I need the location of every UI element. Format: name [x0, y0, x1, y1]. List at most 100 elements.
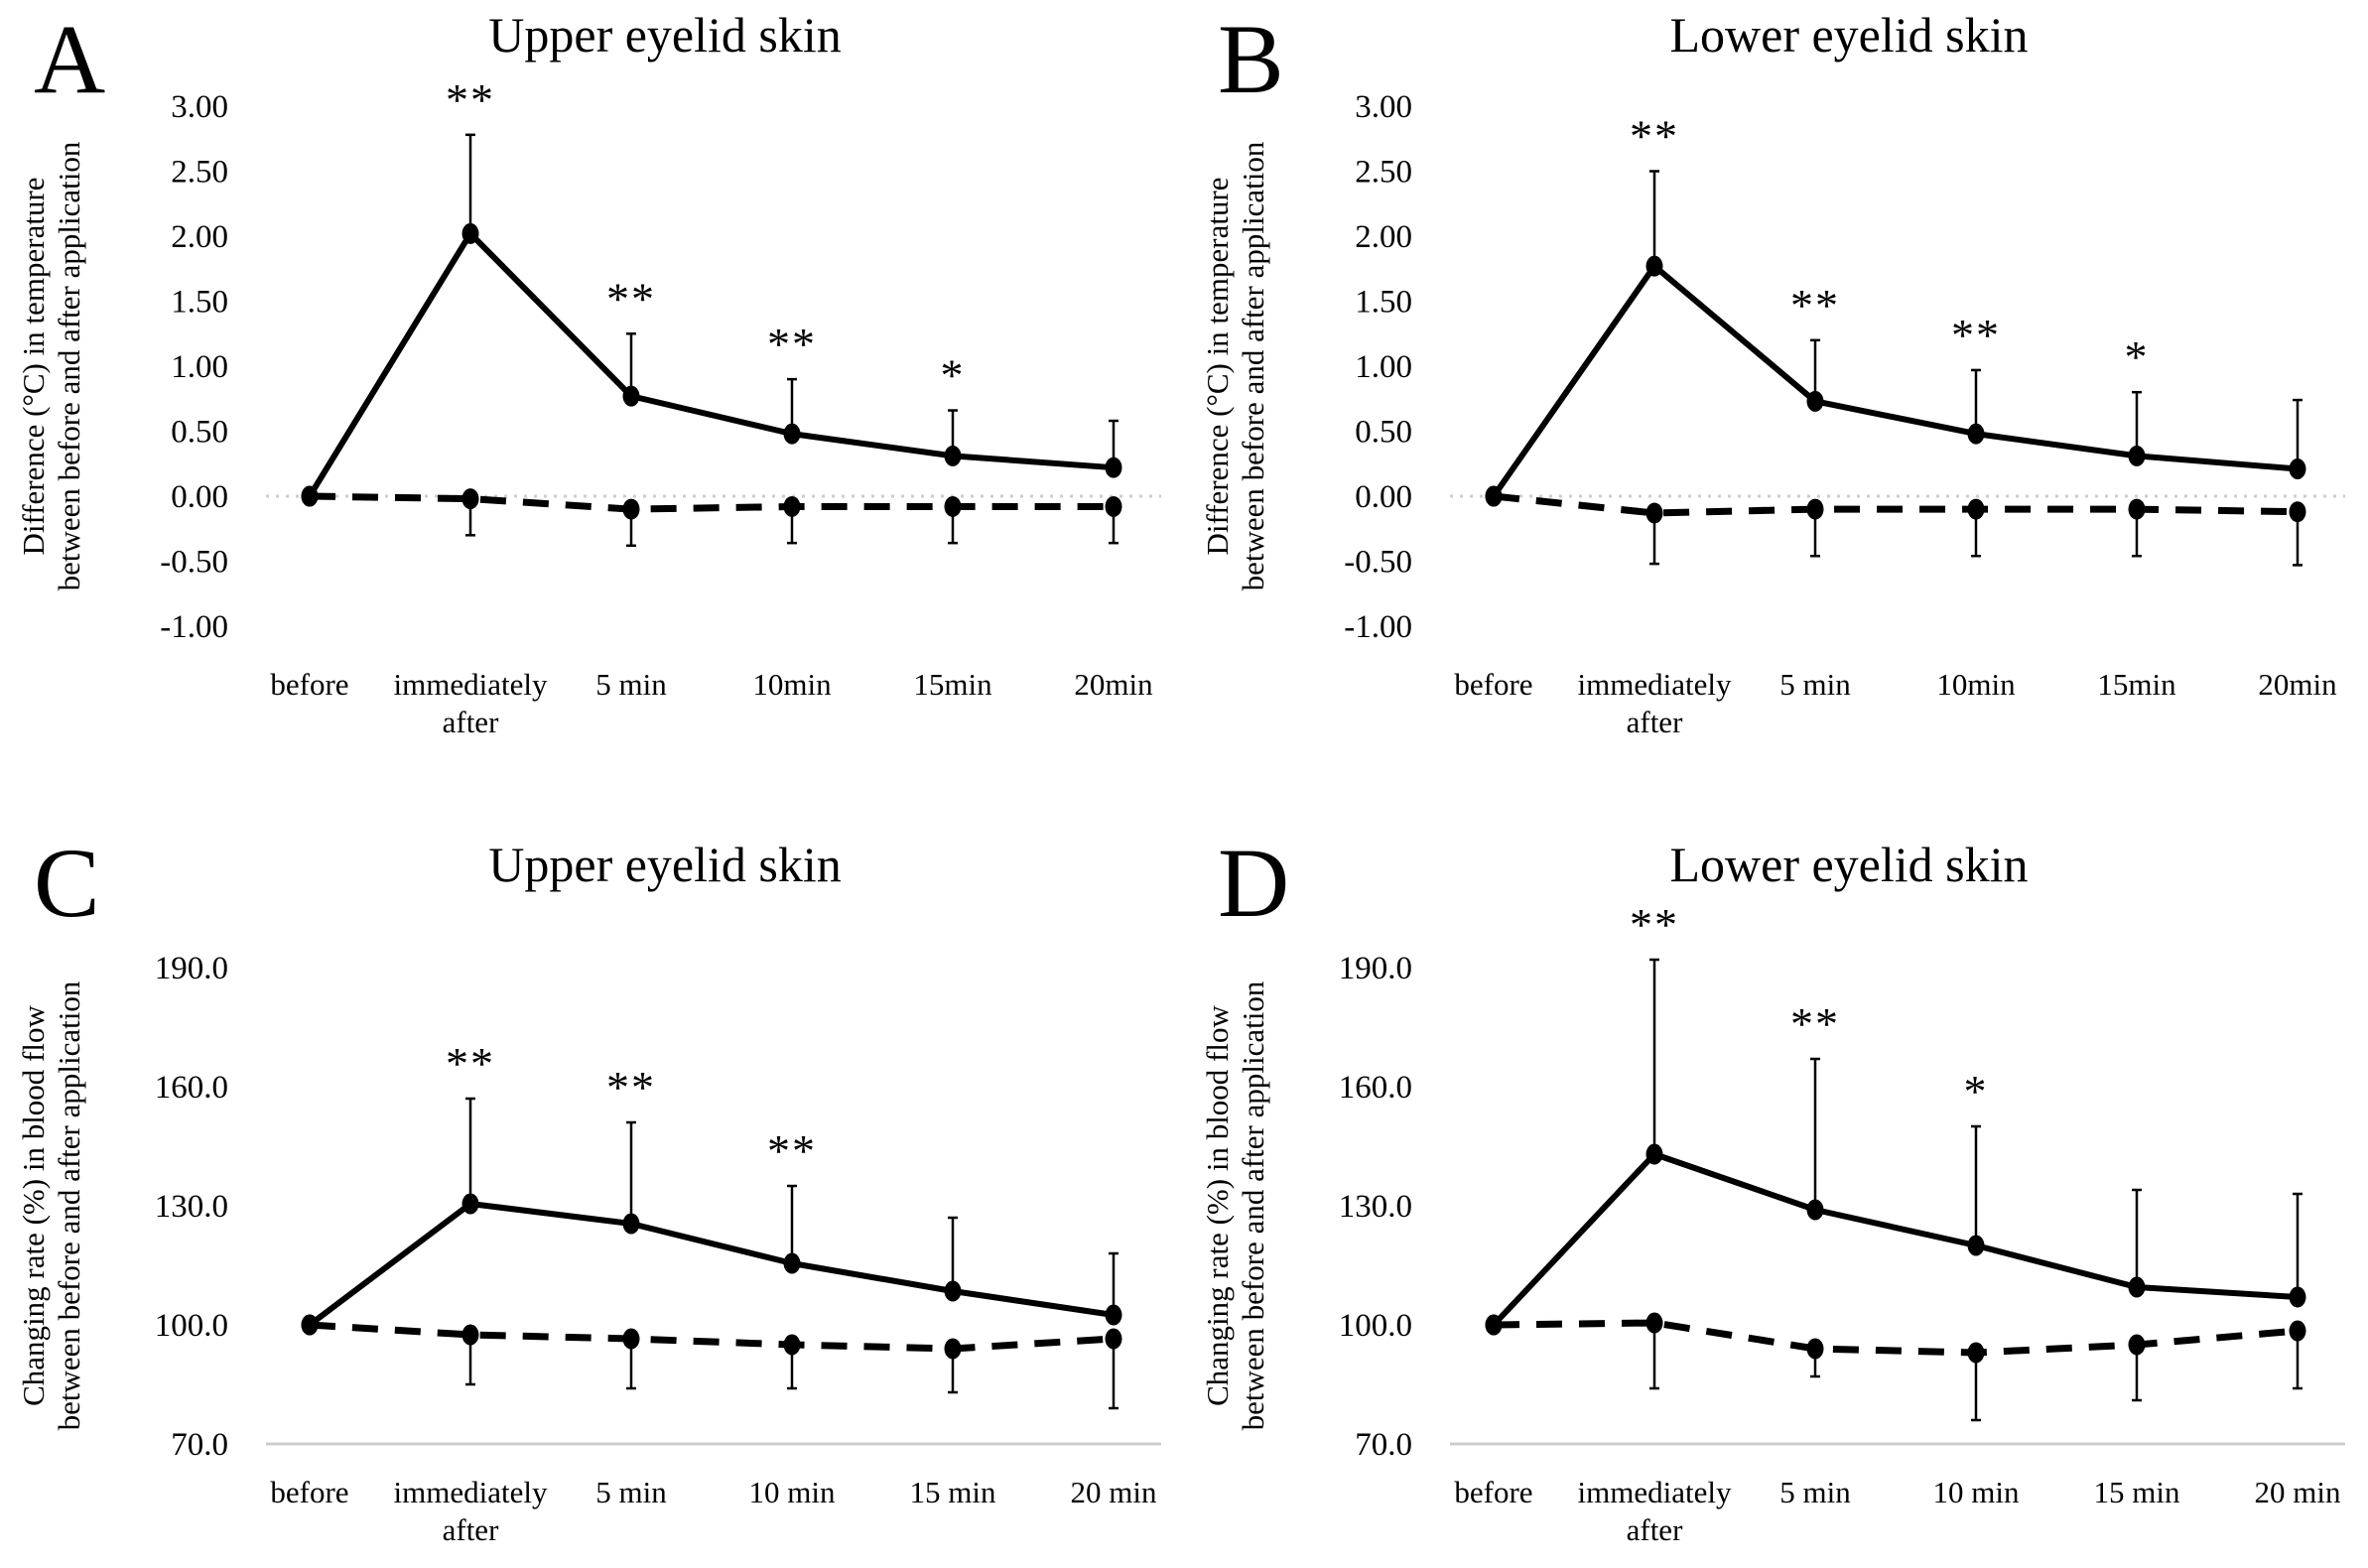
- panel-b-letter: B: [1218, 4, 1284, 114]
- significance-marker: *: [1964, 1066, 1989, 1116]
- y-tick-label: 160.0: [155, 1070, 228, 1106]
- data-point-marker: [1967, 1342, 1985, 1364]
- panel-a: A Upper eyelid skin 3.00 2.50 2.00 1.50 1.00…: [0, 0, 1184, 784]
- panel-d-letter: D: [1218, 828, 1290, 938]
- data-point-marker: [1967, 1235, 1985, 1256]
- y-axis-label-line: Changing rate (%) in blood flow: [16, 1005, 51, 1406]
- solid-series-line: [307, 230, 1115, 498]
- data-point-marker: [622, 1213, 640, 1235]
- x-tick-label: 15min: [2097, 667, 2176, 702]
- y-tick-label: 0.00: [1355, 479, 1412, 515]
- x-tick-label: 5 min: [1779, 1475, 1851, 1509]
- dashed-series-line: [309, 1321, 1115, 1353]
- significance-marker: **: [1630, 111, 1679, 162]
- x-tick-label: 15min: [913, 667, 992, 702]
- data-point-marker: [1105, 495, 1122, 517]
- panel-c-letter: C: [34, 828, 100, 938]
- significance-marker: *: [2125, 331, 2150, 382]
- x-tick-label: 10min: [1936, 667, 2016, 702]
- x-tick-label: before: [270, 1475, 348, 1509]
- data-point-marker: [1105, 1328, 1122, 1350]
- significance-marker: **: [446, 74, 495, 125]
- y-tick-label: -0.50: [160, 545, 228, 581]
- y-tick-label: 160.0: [1339, 1070, 1412, 1106]
- x-tick-label: 5 min: [1779, 667, 1851, 702]
- x-tick-label: immediately: [394, 667, 548, 702]
- x-tick-label: 5 min: [595, 1475, 667, 1509]
- x-tick-label: 20 min: [1071, 1475, 1157, 1509]
- data-point-marker: [1806, 1338, 1824, 1360]
- panel-a-title: Upper eyelid skin: [488, 7, 842, 63]
- panel-c-chart: 190.0 160.0 130.0 100.0 70.0 Changing rate (%…: [16, 951, 1161, 1547]
- data-point-marker: [1645, 255, 1663, 277]
- panel-a-chart: 3.00 2.50 2.00 1.50 1.00 0.50 0.00 -0.50 -1.00 Di…: [16, 74, 1161, 739]
- significance-marker: **: [606, 1062, 656, 1112]
- y-tick-label: 70.0: [171, 1427, 228, 1463]
- x-tick-label: after: [1627, 705, 1683, 739]
- data-point-marker: [2289, 1320, 2306, 1342]
- significance-marker: **: [606, 273, 656, 324]
- y-tick-label: 0.50: [171, 415, 228, 451]
- x-tick-label: 10 min: [749, 1475, 836, 1509]
- data-point-marker: [1105, 1304, 1122, 1326]
- data-point-marker: [2289, 1286, 2306, 1308]
- panel-b-chart: 3.00 2.50 2.00 1.50 1.00 0.50 0.00 -0.50 -1.00 Di…: [1200, 89, 2345, 739]
- y-tick-label: 2.00: [171, 219, 228, 255]
- x-tick-label: immediately: [1578, 667, 1732, 702]
- significance-marker: **: [1790, 280, 1840, 330]
- x-tick-label: 20 min: [2255, 1475, 2341, 1509]
- significance-marker: **: [767, 319, 817, 369]
- data-point-marker: [1105, 457, 1122, 478]
- y-tick-label: 130.0: [1339, 1189, 1412, 1225]
- x-tick-label: after: [443, 705, 499, 739]
- panel-d: D Lower eyelid skin 190.0 160.0 130.0 100.0…: [1184, 784, 2368, 1568]
- data-point-marker: [301, 1314, 319, 1336]
- data-point-marker: [944, 495, 962, 517]
- significance-marker: **: [767, 1125, 817, 1176]
- data-point-marker: [2289, 457, 2306, 479]
- y-axis-label-line: Difference (°C) in temperature: [1200, 177, 1235, 555]
- x-tick-label: 20min: [1074, 667, 1153, 702]
- data-point-marker: [944, 1338, 962, 1360]
- dashed-series-line: [1493, 492, 2299, 517]
- y-tick-label: 1.00: [171, 349, 228, 385]
- data-point-marker: [2289, 501, 2306, 523]
- y-tick-label: 3.00: [1355, 89, 1412, 125]
- solid-series-line: [1491, 263, 2299, 498]
- y-tick-label: 190.0: [1339, 951, 1412, 986]
- data-point-marker: [1645, 1312, 1663, 1334]
- data-point-marker: [783, 495, 801, 517]
- panel-b-title: Lower eyelid skin: [1669, 7, 2029, 63]
- x-tick-label: immediately: [1578, 1475, 1732, 1509]
- data-point-marker: [622, 1328, 640, 1350]
- y-axis-label-line: between before and after application: [1236, 141, 1270, 590]
- panel-d-title: Lower eyelid skin: [1669, 837, 2029, 892]
- dashed-series-line: [1493, 1319, 2299, 1357]
- data-point-marker: [461, 222, 479, 244]
- significance-marker: *: [941, 350, 966, 401]
- y-axis-label-line: between before and after application: [52, 980, 86, 1430]
- x-tick-label: after: [443, 1512, 499, 1547]
- data-point-marker: [1485, 485, 1503, 507]
- panel-b: B Lower eyelid skin 3.00 2.50 2.00 1.50 1.00…: [1184, 0, 2368, 784]
- y-tick-label: 1.50: [1355, 285, 1412, 321]
- data-point-marker: [622, 385, 640, 407]
- x-tick-label: before: [270, 667, 348, 702]
- x-tick-label: before: [1454, 667, 1532, 702]
- y-tick-label: 1.00: [1355, 349, 1412, 385]
- data-point-marker: [944, 445, 962, 466]
- data-point-marker: [1806, 390, 1824, 412]
- y-tick-label: 190.0: [155, 951, 228, 986]
- data-point-marker: [2128, 1334, 2146, 1356]
- y-tick-label: 0.00: [171, 479, 228, 515]
- significance-marker: **: [1951, 310, 2001, 360]
- y-tick-label: -1.00: [1344, 609, 1412, 645]
- data-point-marker: [461, 488, 479, 510]
- data-point-marker: [783, 1252, 801, 1274]
- y-tick-label: 1.50: [171, 285, 228, 321]
- y-tick-label: 70.0: [1355, 1427, 1412, 1463]
- data-point-marker: [783, 423, 801, 445]
- x-tick-label: 10 min: [1933, 1475, 2020, 1509]
- panel-c: C Upper eyelid skin 190.0 160.0 130.0 100.0…: [0, 784, 1184, 1568]
- data-point-marker: [783, 1334, 801, 1356]
